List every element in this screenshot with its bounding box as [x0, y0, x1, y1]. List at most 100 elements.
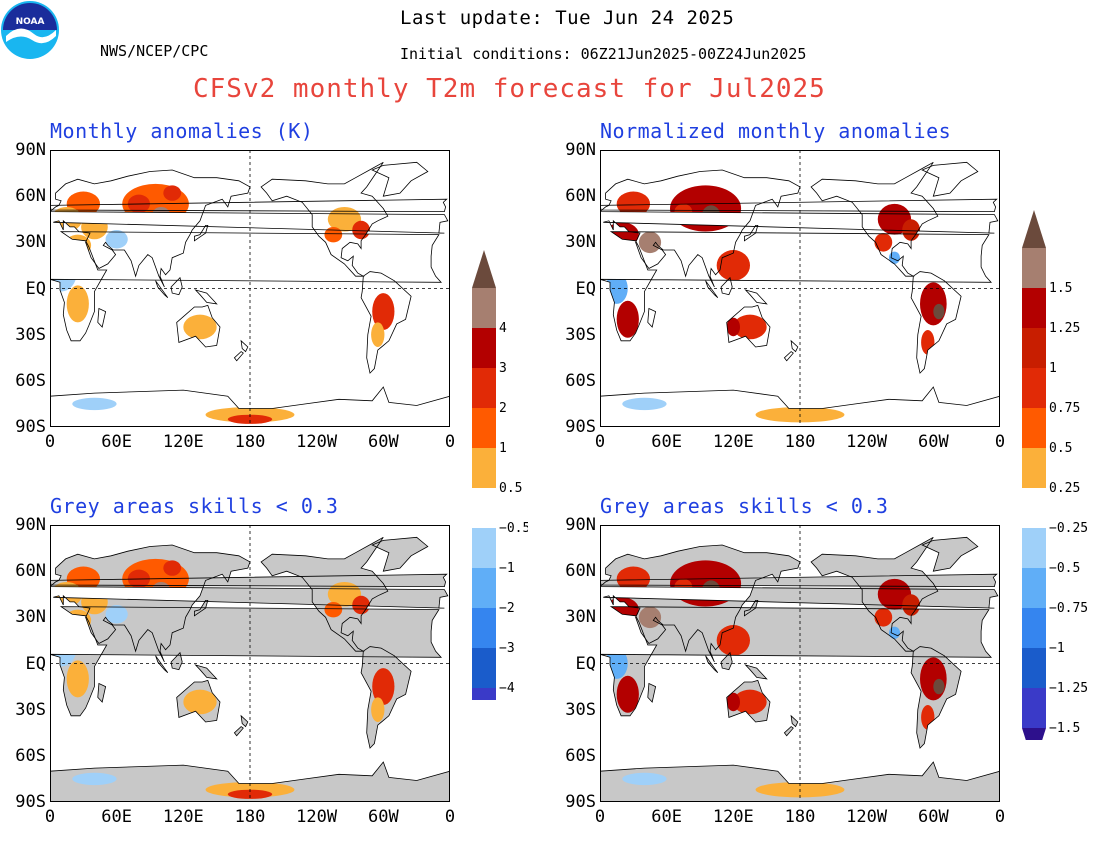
lon-label: 180 [784, 432, 816, 452]
lat-label: 60N [565, 186, 596, 207]
lat-label: 90N [565, 515, 596, 535]
colorbar-label: −1.5 [1049, 721, 1080, 736]
lat-label: 30S [565, 699, 596, 720]
anomaly-area [66, 660, 89, 698]
colorbar-label: −1.25 [1049, 681, 1088, 696]
colorbar-label: 1 [499, 441, 507, 456]
anomaly-area [327, 581, 362, 607]
anomaly-area [372, 293, 395, 331]
coastline-africa [50, 231, 443, 342]
colorbar-segment [1022, 448, 1046, 488]
logo-text: NOAA [16, 17, 45, 27]
map-monthly-anomalies [50, 150, 450, 427]
colorbar-normalized: 1.5 1.25 1 0.75 0.5 0.25 −0.25 −0.5 −0.75 −1 −1.25… [1022, 210, 1088, 740]
coastline-africa [600, 606, 993, 717]
colorbar-segment [472, 408, 496, 448]
coastline-eurasia [600, 544, 999, 663]
colorbar-arrow-top [472, 250, 496, 288]
coastline-namerica [810, 536, 939, 652]
coastline-ng [194, 664, 218, 680]
anomaly-area [933, 303, 945, 320]
anomaly-area [66, 285, 89, 323]
anomaly-area [888, 251, 900, 264]
colorbar-label: 2 [499, 401, 507, 416]
colorbar-segment [1022, 288, 1046, 328]
colorbar-label: −2 [499, 601, 515, 616]
anomaly-area [638, 606, 662, 629]
lat-label: 60N [15, 561, 46, 582]
colorbar-arrow-top [1022, 210, 1046, 248]
panel-title-anomalies: Monthly anomalies (K) [50, 119, 314, 143]
anomaly-area [327, 206, 362, 232]
coastline-borneo [720, 276, 733, 296]
anomaly-area [72, 772, 117, 786]
colorbar-segment [1022, 608, 1046, 648]
coastline-madag [647, 682, 657, 703]
coastline-namerica [260, 161, 389, 277]
anomaly-area [933, 678, 945, 695]
colorbar-segment [472, 648, 496, 688]
lon-label: 180 [784, 807, 816, 827]
colorbar-segment [472, 608, 496, 648]
anomaly-area [902, 219, 920, 241]
anomaly-area [622, 772, 667, 786]
coastline-uk [600, 573, 998, 588]
colorbar-segment [1022, 688, 1046, 728]
lat-label: 90N [15, 140, 46, 160]
lat-label: 60S [15, 370, 46, 391]
anomaly-area [183, 314, 217, 340]
lat-label: 30N [565, 232, 596, 253]
anomaly-area [638, 231, 662, 254]
colorbar-segment [1022, 648, 1046, 688]
coastline-namerica [810, 161, 939, 277]
lon-label: 60E [651, 432, 683, 452]
anomaly-area [227, 414, 273, 424]
lon-label: 120W [846, 807, 888, 827]
map-normalized-skill-masked [600, 525, 1000, 802]
colorbar-segment [472, 448, 496, 488]
colorbar-label: 0.5 [1049, 441, 1072, 456]
colorbar-arrow-bottom [1022, 728, 1046, 740]
coastline-australia [726, 679, 771, 723]
coastline-australia [176, 679, 221, 723]
lon-label: 0 [444, 807, 456, 827]
anomaly-area [902, 594, 920, 616]
lon-label: 120E [712, 807, 754, 827]
main-title: CFSv2 monthly T2m forecast for Jul2025 [193, 74, 826, 104]
lat-label: 30S [15, 324, 46, 345]
anomaly-area [105, 230, 128, 249]
lat-label: 90N [565, 140, 596, 160]
coastline-greenland [371, 161, 429, 197]
panel-title-normalized: Normalized monthly anomalies [600, 119, 952, 143]
lat-label: 90S [15, 792, 46, 812]
map-normalized-anomalies [600, 150, 1000, 427]
coastline-sumatra [155, 655, 169, 673]
coastline-madag [97, 307, 107, 328]
coastline-uk [50, 198, 448, 213]
map-frame [600, 150, 1000, 427]
coastline-japan [744, 600, 759, 617]
colorbar-label: 0.25 [1049, 481, 1080, 496]
lat-label: EQ [25, 278, 46, 299]
lon-label: 120E [162, 432, 204, 452]
coastline-antarctica [600, 386, 1000, 427]
coastline-antarctica [50, 761, 450, 802]
anomaly-area [372, 668, 395, 706]
colorbar-label: 4 [499, 321, 507, 336]
anomaly-area [726, 692, 740, 712]
anomaly-area [616, 675, 639, 713]
coastline-greenland [921, 536, 979, 572]
coastline-uk [600, 198, 998, 213]
coastline-madag [647, 307, 657, 328]
map-frame [50, 525, 450, 802]
coastline-ng [744, 289, 768, 305]
coastline-nzN [240, 714, 249, 728]
coastline-australia [176, 304, 221, 348]
coastline-nzN [790, 714, 799, 728]
colorbar-label: 3 [499, 361, 507, 376]
agency-label: NWS/NCEP/CPC [100, 42, 209, 60]
colorbar-segment [472, 288, 496, 328]
coastline-nzN [240, 339, 249, 353]
coastline-japan [194, 225, 209, 242]
lat-label: 90S [565, 792, 596, 812]
